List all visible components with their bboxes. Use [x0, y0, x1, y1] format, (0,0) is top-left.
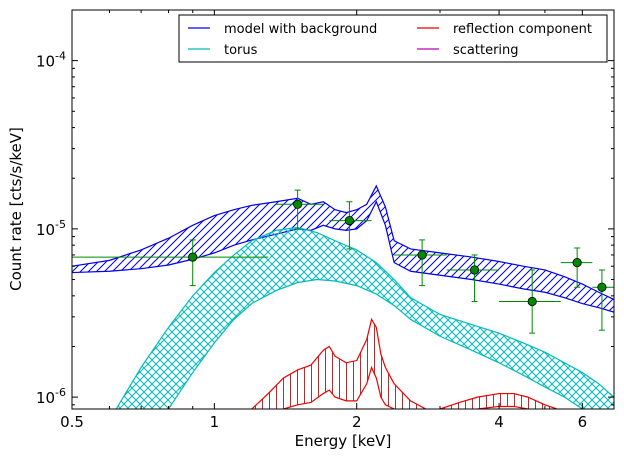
axis-ticks: 0.5 1 2 4 6 10-6 10-5 10-4 [36, 9, 615, 431]
x-tick-label: 2 [352, 413, 362, 431]
data-points [72, 189, 614, 334]
data-point-marker [469, 265, 480, 275]
data-point-marker [527, 296, 537, 307]
data-point-marker [293, 199, 303, 209]
x-tick-label: 6 [578, 413, 588, 431]
data-point [275, 189, 324, 230]
x-axis-label: Energy [keV] [295, 432, 392, 450]
plot-frame [71, 9, 615, 410]
reflection-component-upper-line [251, 317, 427, 409]
y-tick-label: 10-5 [36, 218, 66, 239]
model-bands [72, 184, 614, 409]
data-point [446, 254, 500, 303]
data-point [560, 247, 593, 288]
legend-label: torus [224, 43, 258, 58]
reflection-component-high-energy-lower-line [477, 405, 528, 409]
reflection-component-lower-line [283, 365, 395, 409]
data-point-marker [188, 252, 198, 262]
data-point-marker [344, 216, 354, 226]
y-tick-label: 10-6 [36, 386, 66, 407]
x-tick-label: 0.5 [60, 413, 84, 431]
y-axis-label: Count rate [cts/s/keV] [7, 127, 25, 291]
x-tick-label: 4 [494, 413, 504, 431]
data-point [72, 239, 269, 287]
data-point [329, 201, 372, 250]
data-point-marker [572, 258, 582, 268]
y-tick-label: 10-4 [36, 50, 66, 71]
model-with-background-lower-line [72, 200, 614, 313]
data-point [499, 269, 561, 334]
reflection-component-high-energy-upper-line [439, 392, 558, 409]
legend-label: reflection component [453, 22, 592, 37]
data-point [394, 239, 447, 287]
data-point-marker [417, 250, 427, 260]
model-with-background-upper-line [72, 184, 614, 301]
legend-box [178, 14, 608, 63]
torus-band-fill [116, 227, 614, 409]
legend: model with background reflection componen… [178, 14, 608, 63]
data-point-marker [597, 282, 607, 292]
x-tick-label: 1 [210, 413, 220, 431]
torus-upper-line [115, 226, 614, 409]
torus-lower-line [168, 278, 583, 409]
data-point [592, 269, 614, 331]
legend-label: model with background [224, 22, 377, 37]
legend-label: scattering [453, 43, 519, 58]
reflection-component-band-fill [251, 319, 426, 409]
